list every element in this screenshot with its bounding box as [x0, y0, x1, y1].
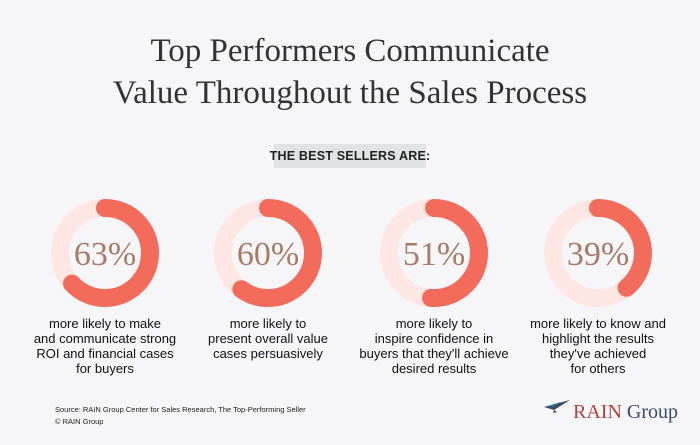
donut-arc	[544, 199, 652, 307]
percent-label: 63%	[74, 236, 136, 273]
page-title: Top Performers Communicate Value Through…	[0, 30, 700, 114]
percent-label: 39%	[567, 236, 629, 273]
logo-word-rain: RAIN	[573, 401, 622, 423]
description-line: highlight the results	[541, 331, 654, 346]
rain-group-logo: RAIN Group	[543, 398, 678, 424]
description-line: buyers that they'll achieve	[359, 346, 509, 361]
subheading-banner: THE BEST SELLERS ARE:	[270, 144, 430, 168]
donut-ring: 39%	[544, 199, 652, 307]
stat-1: 63% more likely to make and communicate st…	[25, 196, 185, 376]
donut-ring: 51%	[380, 199, 488, 307]
description-line: desired results	[391, 361, 477, 376]
title-line-1: Top Performers Communicate	[150, 33, 550, 69]
copyright-line: © RAIN Group	[55, 417, 104, 426]
description-line: more likely to know and	[530, 316, 666, 331]
percent-label: 60%	[237, 236, 299, 273]
donut-arc	[380, 199, 488, 307]
stat-description: more likely to present overall value cases…	[208, 316, 328, 361]
description-line: and communicate strong	[33, 331, 177, 346]
description-line: ROI and financial cases	[36, 346, 174, 361]
description-line: more likely to make	[49, 316, 161, 331]
stat-4: 39% more likely to know and highlight the …	[518, 196, 678, 376]
stat-2: 60% more likely to present overall value ca…	[188, 196, 348, 361]
donut-ring: 60%	[214, 199, 322, 307]
description-line: more likely to	[229, 316, 307, 331]
stat-description: more likely to make and communicate stron…	[34, 316, 176, 376]
source-line: Source: RAIN Group Center for Sales Rese…	[55, 405, 306, 414]
description-line: they've achieved	[549, 346, 647, 361]
donut-arc	[51, 199, 159, 307]
logo-wordmark: RAIN Group	[573, 401, 678, 424]
stat-description: more likely to inspire confidence in buyer…	[359, 316, 508, 376]
logo-word-group: Group	[626, 401, 678, 423]
title-line-2: Value Throughout the Sales Process	[112, 75, 588, 111]
donut-arc	[214, 199, 322, 307]
description-line: more likely to	[395, 316, 473, 331]
source-note: Source: RAIN Group Center for Sales Rese…	[55, 404, 306, 428]
bird-logo-icon	[544, 400, 570, 413]
description-line: inspire confidence in	[374, 331, 494, 346]
donut-ring: 63%	[51, 199, 159, 307]
description-line: for others	[570, 361, 626, 376]
description-line: for buyers	[76, 361, 134, 376]
stat-3: 51% more likely to inspire confidence in bu…	[354, 196, 514, 376]
stat-description: more likely to know and highlight the res…	[530, 316, 666, 376]
percent-label: 51%	[403, 236, 465, 273]
description-line: cases persuasively	[213, 346, 323, 361]
description-line: present overall value	[208, 331, 328, 346]
